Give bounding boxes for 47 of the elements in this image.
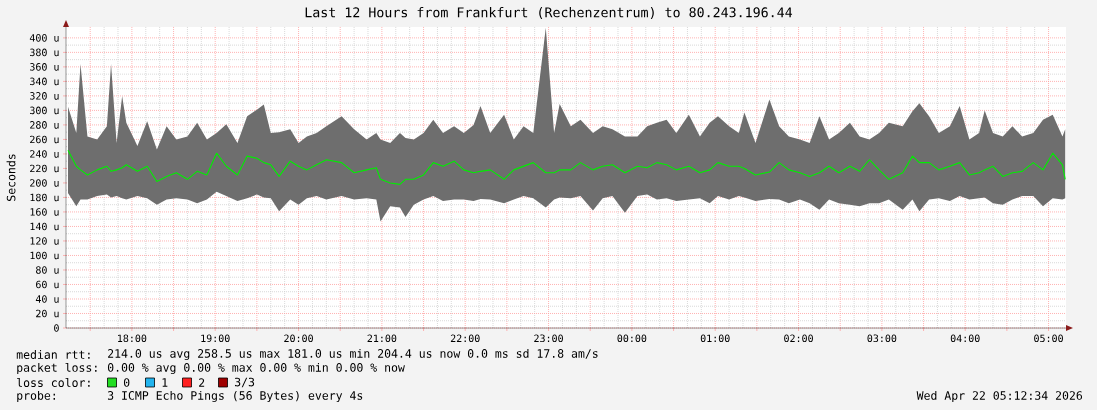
y-tick-label: 360 u (30, 63, 59, 71)
text: loss color: (17, 378, 90, 387)
y-tick-label: 340 u (30, 77, 59, 86)
y-tick-label: 180 u (30, 193, 59, 202)
x-tick-label: 23:00 (534, 334, 563, 343)
y-tick-label: 160 u (30, 208, 59, 216)
y-tick-label: 140 u (30, 222, 59, 231)
text: packet loss: (17, 362, 97, 375)
y-tick-label: 100 u (30, 251, 59, 260)
y-tick-label: 280 u (30, 121, 59, 129)
text: 214.0 us avg 258.5 us max 181.0 us min 204.4 us now 0.0 ms sd 17.8 am/s (108, 348, 598, 361)
y-axis-title: Seconds (6, 154, 16, 201)
y-tick-label: 120 u (30, 237, 59, 245)
y-tick-label: 380 u (30, 48, 59, 57)
y-tick-label: 300 u (30, 106, 59, 115)
y-tick-label: 60 u (36, 280, 59, 289)
y-tick-label: 40 u (35, 295, 59, 303)
x-tick-label: 04:00 (950, 334, 980, 343)
x-tick-label: 02:00 (784, 334, 813, 343)
y-tick-label: 80 u (36, 266, 59, 274)
text: median rtt: (16, 350, 90, 359)
x-tick-label: 19:00 (201, 334, 230, 343)
text: 3 ICMP Echo Pings (56 Bytes) every 4s (107, 390, 363, 403)
x-tick-label: 03:00 (867, 334, 897, 343)
text: 0 (123, 378, 130, 387)
text: probe: (17, 390, 55, 403)
text: 0.00 % avg 0.00 % max 0.00 % min 0.00 % now (107, 362, 405, 375)
text: 2 (199, 378, 205, 387)
x-tick-label: 22:00 (450, 334, 480, 343)
y-tick-label: 240 u (30, 150, 59, 158)
x-tick-label: 20:00 (284, 334, 313, 343)
y-tick-label: 20 u (36, 309, 59, 318)
x-tick-label: 05:00 (1034, 334, 1063, 343)
text: Wed Apr 22 05:12:34 2026 (916, 390, 1083, 403)
chart-title: Last 12 Hours from Frankfurt (Rechenzentrum) to 80.243.196.44 (305, 7, 793, 19)
text: 1 (162, 378, 168, 387)
y-tick-label: 0 (54, 324, 59, 332)
y-tick-label: 220 u (30, 164, 59, 173)
x-tick-label: 18:00 (118, 334, 147, 343)
y-tick-label: 260 u (30, 135, 59, 144)
x-tick-label: 21:00 (367, 334, 397, 343)
y-tick-label: 400 u (29, 34, 59, 42)
x-tick-label: 01:00 (700, 334, 730, 343)
x-tick-label: 00:00 (617, 334, 647, 343)
text: 3/3 (234, 377, 255, 388)
y-tick-label: 320 u (30, 92, 59, 100)
y-tick-label: 200 u (30, 179, 59, 187)
